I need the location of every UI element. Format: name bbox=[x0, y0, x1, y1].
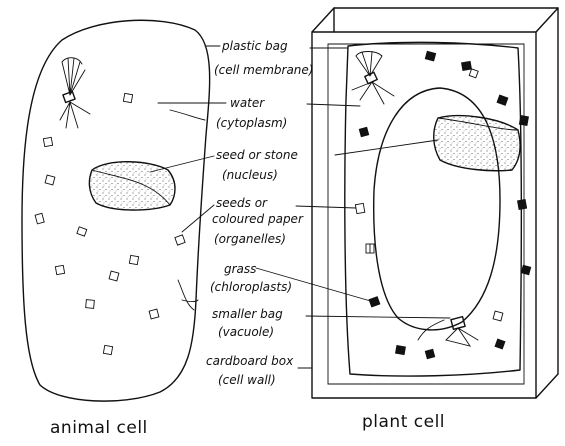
label-cell-membrane: (cell membrane) bbox=[214, 63, 314, 77]
label-vacuole: (vacuole) bbox=[218, 325, 275, 339]
label-grass: grass bbox=[224, 262, 257, 276]
label-water: water bbox=[230, 96, 265, 110]
label-plastic-bag: plastic bag bbox=[222, 39, 288, 53]
label-seed-or-stone: seed or stone bbox=[216, 148, 298, 162]
label-cytoplasm: (cytoplasm) bbox=[216, 116, 288, 130]
label-nucleus: (nucleus) bbox=[222, 168, 278, 182]
label-chloroplasts: (chloroplasts) bbox=[210, 280, 293, 294]
label-seeds-or: seeds or bbox=[216, 196, 267, 210]
caption-plant-cell: plant cell bbox=[362, 412, 446, 432]
label-cardboard-box: cardboard box bbox=[206, 354, 294, 368]
plant-cell-membrane bbox=[344, 41, 523, 377]
animal-cell-bag bbox=[21, 19, 211, 402]
label-coloured-paper: coloured paper bbox=[212, 212, 303, 226]
animal-cell-model bbox=[21, 19, 211, 402]
animal-organelles bbox=[34, 92, 186, 356]
plant-nucleus-seed bbox=[433, 114, 521, 172]
label-smaller-bag: smaller bag bbox=[212, 307, 283, 321]
plant-bag-tie bbox=[351, 51, 395, 105]
animal-nucleus-seed bbox=[88, 161, 176, 211]
vacuole-tie bbox=[417, 315, 479, 347]
animal-bag-tie bbox=[59, 57, 91, 129]
label-cell-wall: (cell wall) bbox=[218, 373, 276, 387]
leader-lines bbox=[149, 45, 451, 369]
plant-cell-model bbox=[311, 7, 559, 399]
label-organelles: (organelles) bbox=[214, 232, 286, 246]
caption-animal-cell: animal cell bbox=[50, 418, 148, 438]
plant-organelles bbox=[354, 68, 504, 322]
chloroplasts bbox=[358, 50, 532, 360]
cardboard-box-cell-wall bbox=[311, 7, 559, 399]
